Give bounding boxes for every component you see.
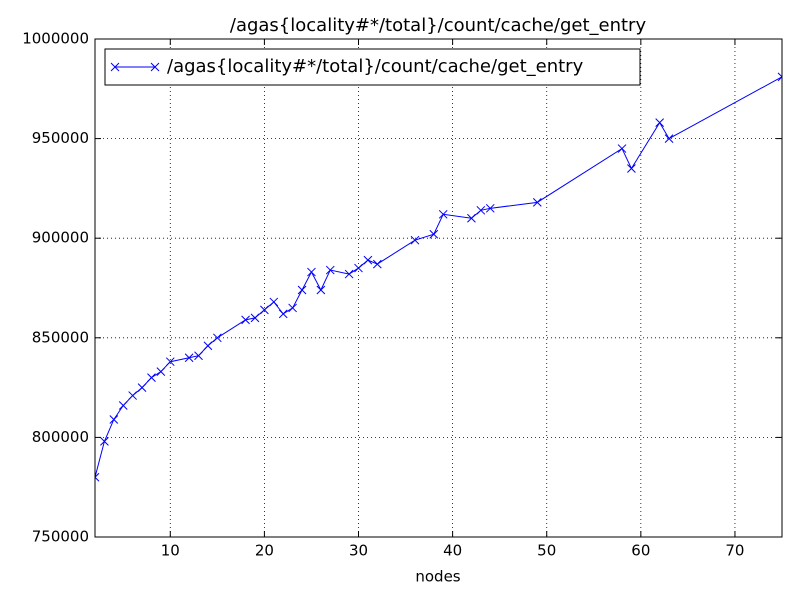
marker	[165, 357, 175, 367]
x-tick-label: 10	[161, 542, 180, 560]
legend-marker	[110, 62, 120, 72]
y-tick-label: 1000000	[22, 30, 89, 48]
marker	[316, 285, 326, 295]
y-tick-label: 800000	[32, 428, 89, 446]
marker	[278, 309, 288, 319]
marker	[325, 265, 335, 275]
x-tick-label: 60	[631, 542, 650, 560]
legend-marker	[150, 62, 160, 72]
y-tick-label: 750000	[32, 528, 89, 546]
x-axis-label: nodes	[415, 568, 460, 586]
marker	[260, 305, 269, 315]
marker	[118, 401, 128, 410]
marker	[203, 341, 213, 351]
marker	[137, 383, 147, 392]
y-tick-label: 900000	[32, 229, 89, 247]
marker	[777, 72, 782, 82]
y-tick-label: 850000	[32, 328, 89, 346]
series-line	[95, 76, 782, 478]
marker	[354, 263, 363, 273]
marker	[410, 235, 420, 245]
marker	[363, 255, 373, 265]
x-tick-label: 30	[349, 542, 368, 560]
marker	[307, 267, 316, 277]
x-tick-label: 40	[443, 542, 462, 560]
marker	[128, 391, 137, 400]
x-tick-label: 70	[725, 542, 744, 560]
marker	[664, 134, 674, 143]
legend-label: /agas{locality#*/total}/count/cache/get_…	[167, 56, 584, 77]
marker	[156, 367, 166, 377]
marker	[476, 205, 486, 215]
marker	[485, 203, 495, 213]
y-tick-label: 950000	[32, 129, 89, 147]
marker	[194, 351, 203, 361]
marker	[617, 144, 627, 153]
marker	[109, 415, 119, 424]
marker	[532, 197, 542, 207]
marker	[288, 303, 297, 313]
marker	[438, 209, 448, 219]
marker	[241, 315, 250, 325]
legend-box	[104, 48, 641, 86]
marker	[655, 118, 665, 128]
marker	[95, 472, 100, 482]
marker	[147, 373, 156, 382]
x-tick-label: 50	[537, 542, 556, 560]
marker	[467, 213, 476, 223]
chart-title: /agas{locality#*/total}/count/cache/get_…	[230, 15, 647, 36]
marker	[344, 269, 354, 279]
marker	[184, 353, 194, 363]
marker	[269, 297, 279, 307]
x-tick-label: 20	[255, 542, 274, 560]
marker	[372, 259, 382, 269]
marker	[100, 437, 109, 446]
marker	[297, 285, 307, 295]
marker	[250, 313, 260, 323]
marker	[627, 164, 636, 173]
marker	[212, 333, 222, 343]
plot-frame	[94, 38, 783, 538]
marker	[429, 229, 439, 239]
